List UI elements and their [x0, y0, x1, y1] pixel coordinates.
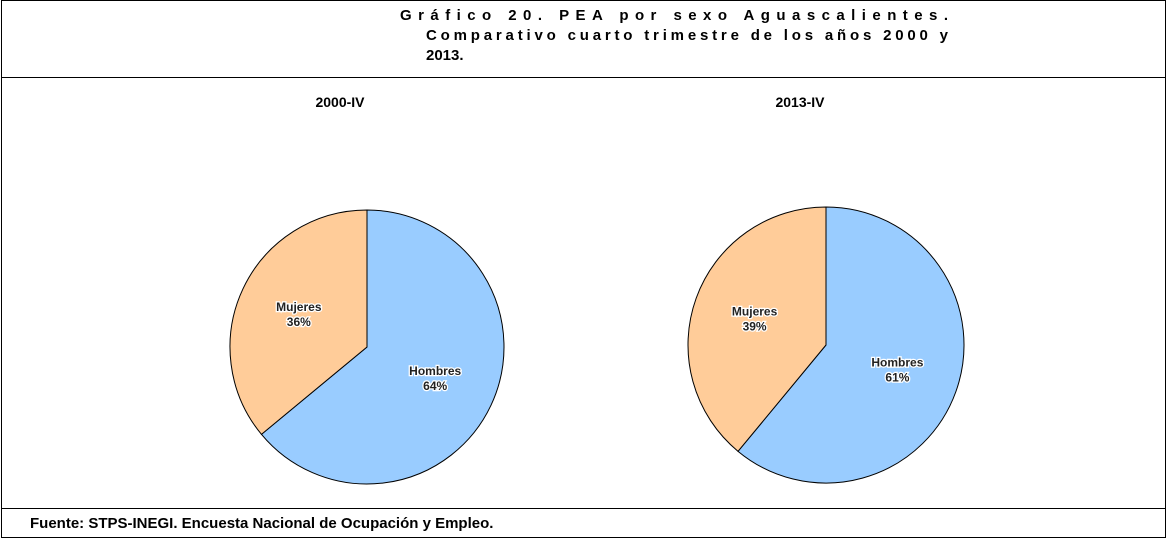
title-line: Comparativo cuarto trimestre de los años… [426, 27, 949, 44]
title-line: 2013. [426, 47, 464, 64]
title-line: Gráfico 20. PEA por sexo Aguascalientes. [400, 7, 948, 24]
slice-category: Mujeres [732, 304, 778, 318]
chart-subtitle: 2013-IV [775, 94, 825, 110]
chart-subtitle: 2000-IV [315, 94, 365, 110]
pie-slice [260, 209, 505, 485]
pie-slice [229, 209, 368, 436]
slice-category: Hombres [409, 364, 461, 378]
slice-category: Mujeres [276, 300, 322, 314]
source: Fuente: STPS-INEGI. Encuesta Nacional de… [30, 515, 493, 532]
slice-category: Hombres [871, 356, 923, 370]
slice-value: 39% [743, 319, 767, 333]
slice-value: 36% [287, 315, 311, 329]
pie-slice [687, 206, 827, 453]
slice-value: 64% [423, 379, 447, 393]
pie-slice [737, 206, 965, 484]
slice-value: 61% [885, 371, 909, 385]
